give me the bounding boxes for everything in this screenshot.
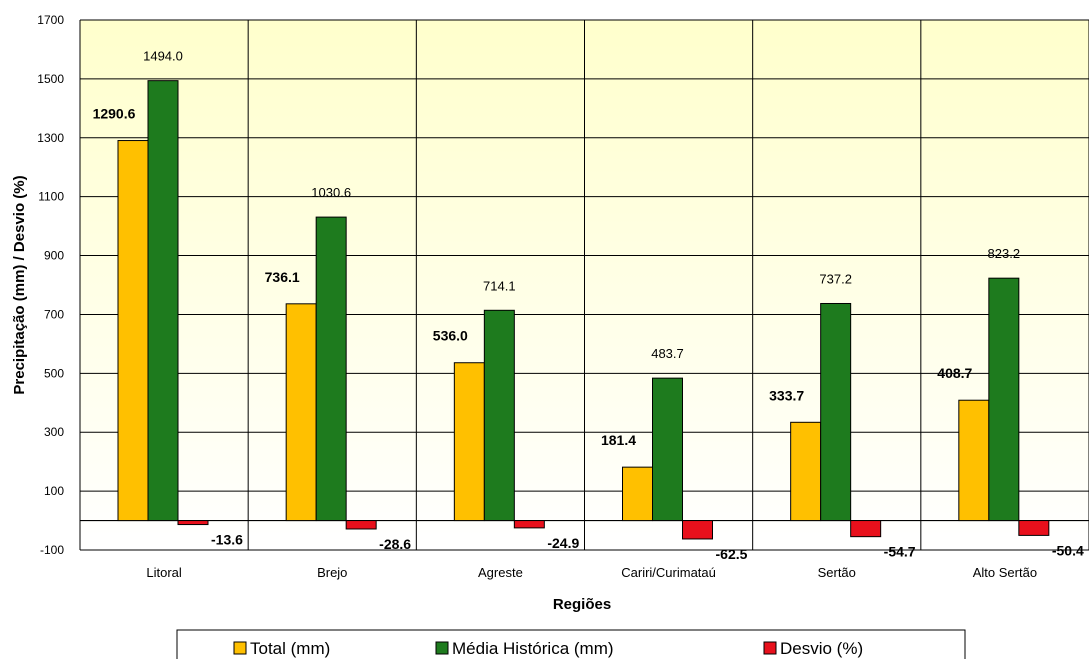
x-category-label: Alto Sertão	[973, 565, 1037, 580]
legend-swatch	[233, 641, 247, 655]
x-category-label: Agreste	[478, 565, 523, 580]
legend-box	[176, 629, 966, 664]
legend-swatch	[763, 641, 777, 655]
y-tick-label: 1300	[37, 131, 64, 145]
legend-entry: Desvio (%)	[780, 639, 863, 658]
bar-desvio	[682, 520, 713, 540]
bar-desvio	[1018, 520, 1050, 536]
data-label: 408.7	[937, 365, 972, 381]
data-label: 736.1	[265, 269, 300, 285]
data-label: -50.4	[1052, 542, 1084, 558]
legend-swatch	[435, 641, 449, 655]
bar-media	[315, 216, 347, 522]
bar-desvio	[177, 520, 209, 526]
bar-media	[147, 80, 179, 522]
x-axis-categories: Litoral Brejo Agreste Cariri/Curimataú Sertã…	[146, 565, 1037, 580]
y-axis-ticks: -100 100 300 500 700 900 1100 1300 1500 1700	[37, 13, 64, 557]
data-label: 737.2	[819, 271, 852, 286]
data-label: 536.0	[433, 328, 468, 344]
data-label: 1290.6	[93, 106, 136, 122]
x-category-label: Sertão	[818, 565, 856, 580]
data-label: 1030.6	[311, 185, 351, 200]
data-label: 333.7	[769, 387, 804, 403]
x-category-label: Brejo	[317, 565, 347, 580]
legend-entry: Média Histórica (mm)	[452, 639, 614, 658]
y-tick-label: 100	[44, 484, 64, 498]
data-label: 823.2	[988, 246, 1021, 261]
bar-desvio	[513, 520, 545, 529]
bar-total	[622, 466, 653, 522]
y-tick-label: 500	[44, 366, 64, 380]
data-label: 483.7	[651, 346, 684, 361]
data-label: -24.9	[547, 535, 579, 551]
bar-total	[790, 421, 822, 522]
y-tick-label: 1100	[38, 190, 64, 204]
data-label: -28.6	[379, 536, 411, 552]
bar-media	[483, 309, 515, 522]
gridlines	[79, 19, 1089, 551]
x-category-label: Litoral	[146, 565, 182, 580]
data-label: 181.4	[601, 432, 636, 448]
bar-total	[117, 140, 149, 522]
data-label: 1494.0	[143, 49, 183, 64]
bar-total	[958, 399, 990, 522]
bar-desvio	[850, 520, 882, 538]
data-label: -62.5	[716, 546, 748, 562]
data-labels: 1290.6 736.1 536.0 181.4 333.7 408.7 1494.0 103…	[93, 49, 1084, 562]
y-axis-label: Precipitação (mm) / Desvio (%)	[11, 175, 28, 394]
bar-media	[652, 377, 683, 522]
data-label: -13.6	[211, 532, 243, 548]
bar-total	[285, 303, 317, 522]
y-tick-label: 900	[44, 249, 64, 263]
data-label: -54.7	[884, 544, 916, 560]
y-tick-label: 1700	[37, 13, 64, 27]
legend: Total (mm) Média Histórica (mm) Desvio (%)	[176, 629, 966, 664]
bar-desvio	[345, 520, 377, 530]
x-axis-label: Regiões	[553, 596, 611, 613]
bar-total	[453, 362, 485, 522]
y-tick-label: 700	[44, 307, 64, 321]
bars	[117, 80, 1050, 540]
bar-media	[988, 277, 1020, 522]
y-tick-label: 300	[44, 425, 64, 439]
y-tick-label: 1500	[37, 72, 64, 86]
data-label: 714.1	[483, 278, 516, 293]
x-category-label: Cariri/Curimataú	[621, 565, 716, 580]
bar-media	[820, 302, 852, 522]
legend-entry: Total (mm)	[250, 639, 330, 658]
y-tick-label: -100	[40, 543, 64, 557]
